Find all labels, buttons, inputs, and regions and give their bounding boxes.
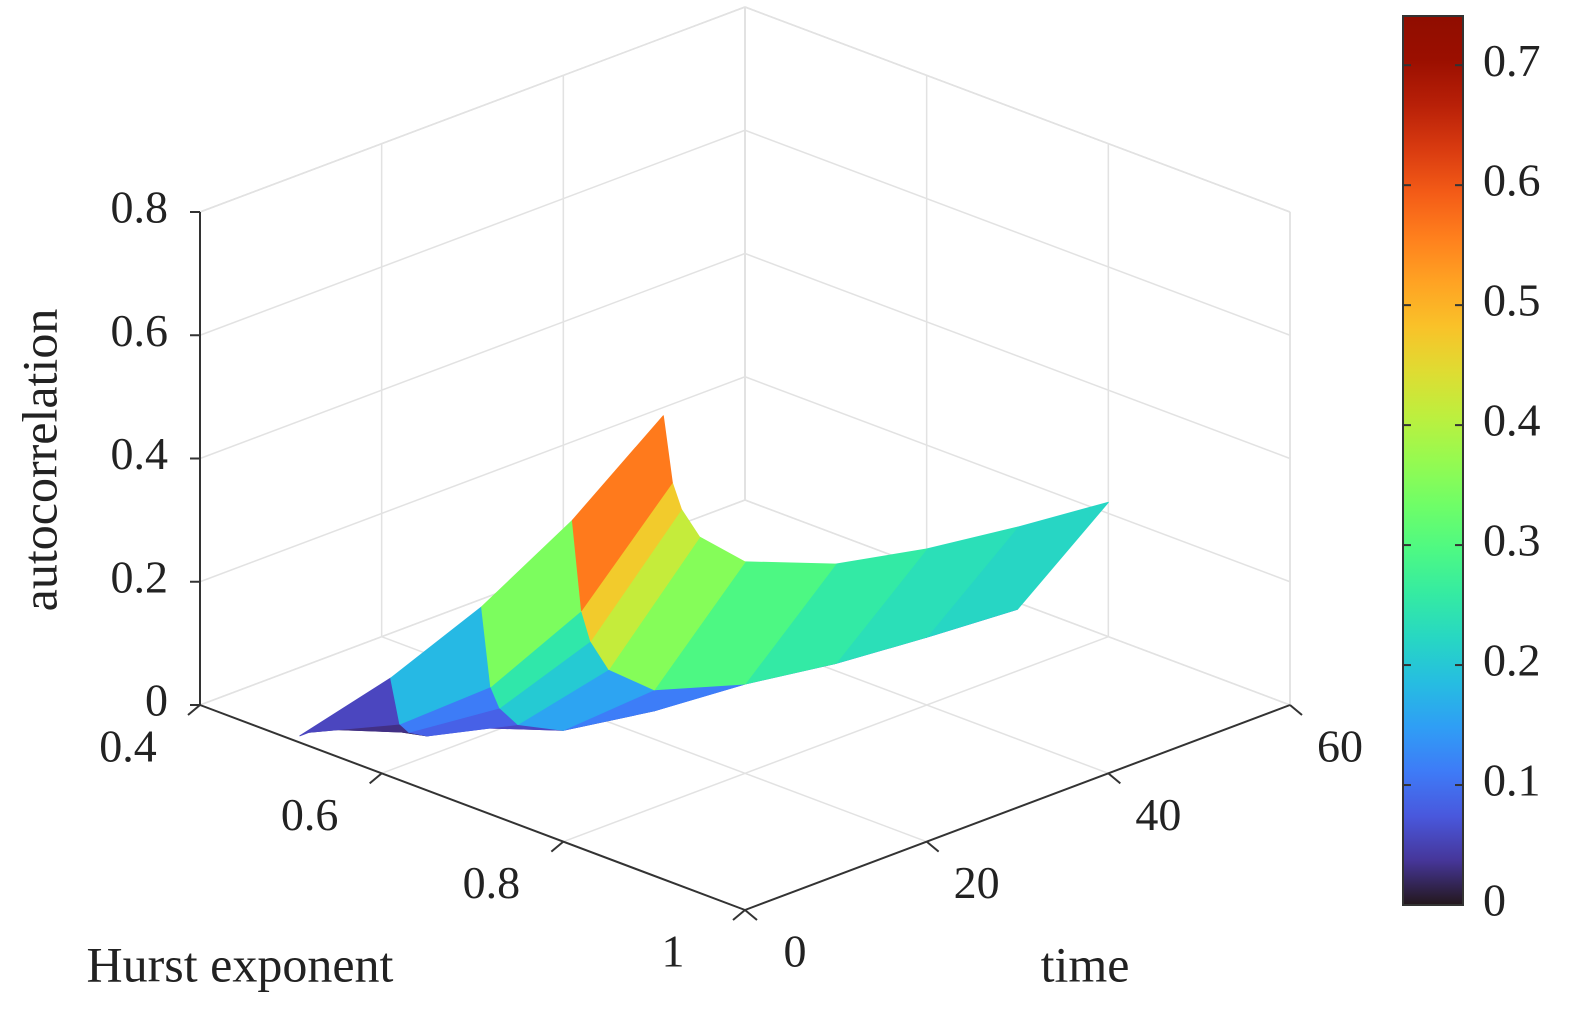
z-tick-label: 0.2 [111,551,169,602]
y-axis-label: time [1041,936,1130,992]
colorbar-tick-label: 0.1 [1483,755,1541,806]
grid-line [744,252,1291,460]
x-tick-label: 0.4 [99,721,157,772]
grid-line [199,129,746,336]
grid-line [744,376,1291,583]
x-tick [369,772,383,785]
colorbar-tick-label: 0.6 [1483,155,1541,206]
grid-line [199,252,746,460]
colorbar-tick-label: 0.5 [1483,275,1541,326]
colorbar-tick-label: 0.2 [1483,635,1541,686]
z-tick-label: 0 [145,675,168,726]
grid-line [199,6,746,213]
z-tick-label: 0.6 [111,305,169,356]
z-tick-label: 0.8 [111,182,169,233]
x-axis [199,704,746,911]
x-tick-label: 0.8 [463,857,521,908]
colorbar-tick-label: 0 [1483,875,1506,926]
y-tick [744,909,758,921]
colorbar-tick-label: 0.3 [1483,515,1541,566]
y-tick-label: 20 [954,857,1000,908]
x-axis-label: Hurst exponent [87,936,394,992]
y-tick [1289,704,1303,716]
y-tick-label: 0 [784,926,807,977]
grid-line [744,129,1291,336]
x-tick [187,704,201,716]
x-tick [732,909,746,921]
x-tick-label: 0.6 [281,789,339,840]
y-tick [926,840,940,853]
x-tick-label: 1 [662,926,685,977]
grid-line [744,6,1291,213]
surface-patch [571,415,673,611]
y-axis [744,704,1291,911]
grid-line [563,635,1109,843]
y-tick-label: 60 [1317,721,1363,772]
z-axis-label: autocorrelation [11,309,67,612]
grid-line [199,376,746,583]
z-tick-label: 0.4 [111,428,169,479]
colorbar-tick-label: 0.4 [1483,395,1541,446]
x-tick [550,840,564,853]
colorbar-tick-label: 0.7 [1483,35,1541,86]
y-tick-label: 40 [1135,789,1181,840]
y-tick [1107,772,1121,785]
colorbar [1402,15,1464,906]
